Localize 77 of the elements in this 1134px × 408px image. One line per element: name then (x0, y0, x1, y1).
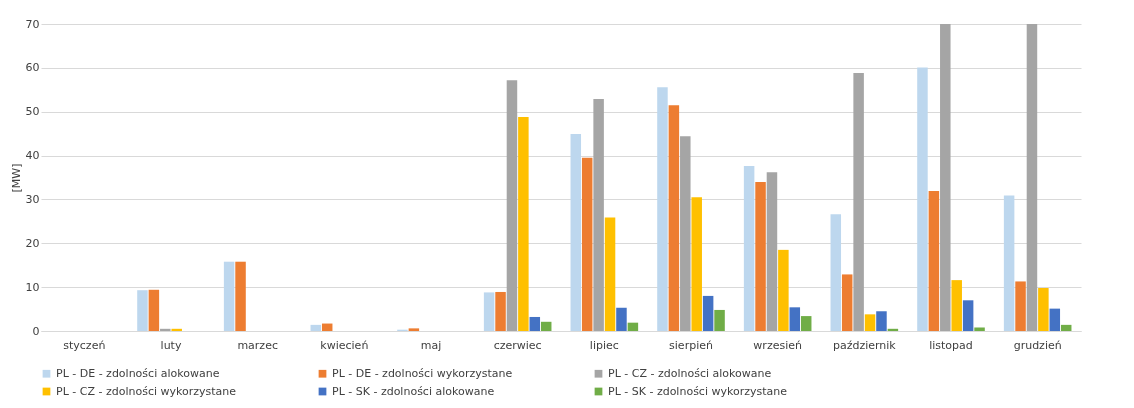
bar (604, 217, 616, 331)
bar (1003, 195, 1015, 331)
bar (506, 80, 518, 331)
x-tick-label: marzec (237, 338, 278, 352)
bar (1038, 288, 1049, 331)
x-tick-label: styczeń (63, 338, 106, 352)
x-tick-label: październik (832, 338, 897, 352)
bar (789, 307, 801, 331)
x-tick-label: kwiecień (320, 338, 369, 352)
bar (137, 290, 148, 331)
bar (1015, 281, 1026, 331)
bar (1060, 324, 1072, 331)
bar (495, 291, 506, 331)
bar (160, 328, 171, 331)
bar (1026, 24, 1038, 331)
bar (148, 289, 160, 331)
x-tick-label: lipiec (589, 338, 619, 352)
x-tick-label: maj (420, 338, 442, 352)
bar (778, 249, 789, 331)
bar (830, 214, 842, 331)
bar (876, 311, 887, 331)
bar (841, 274, 853, 331)
bar (408, 328, 420, 331)
x-tick-label: luty (160, 338, 182, 352)
x-tick-label: wrzesień (753, 338, 802, 352)
bar (755, 181, 766, 331)
y-tick-label: 20 (25, 236, 40, 250)
x-tick-label: grudzień (1013, 338, 1062, 352)
bar (940, 24, 951, 331)
bar (171, 328, 182, 331)
legend-label: PL - SK - zdolności wykorzystane (608, 384, 788, 398)
bar (691, 197, 702, 331)
legend-label: PL - CZ - zdolności alokowane (608, 366, 772, 380)
bar (962, 300, 974, 331)
bar (235, 261, 246, 331)
bar (627, 322, 639, 331)
bar (540, 321, 552, 331)
bar (680, 136, 691, 331)
bar (483, 292, 495, 331)
bar (702, 295, 714, 331)
bar (668, 105, 680, 331)
x-tick-label: listopad (929, 338, 973, 352)
bar (864, 314, 876, 331)
bar (766, 172, 778, 331)
bar (593, 99, 604, 331)
y-tick-label: 40 (25, 149, 40, 163)
legend-label: PL - SK - zdolności alokowane (332, 384, 495, 398)
bar (974, 327, 985, 331)
x-tick-label: sierpień (669, 338, 713, 352)
bar (714, 309, 725, 331)
y-tick-label: 30 (25, 192, 40, 206)
y-tick-label: 60 (25, 61, 40, 75)
bar (951, 280, 962, 331)
x-tick-label: czerwiec (493, 338, 542, 352)
bar (529, 316, 541, 331)
bar (223, 261, 235, 331)
y-tick-label: 70 (25, 17, 40, 31)
bar (1049, 308, 1061, 331)
bar (310, 324, 322, 331)
y-axis-title: [MW] (9, 163, 23, 193)
legend-label: PL - DE - zdolności alokowane (56, 366, 220, 380)
bar (581, 157, 593, 331)
bar (743, 166, 755, 331)
y-tick-label: 50 (25, 105, 40, 119)
bar (321, 323, 333, 331)
bar (570, 134, 582, 331)
bar (518, 116, 529, 331)
bar (928, 191, 940, 331)
bar (616, 307, 627, 331)
bar (800, 316, 812, 331)
bar (917, 67, 928, 331)
bar (853, 73, 864, 331)
bar (657, 87, 668, 331)
legend-label: PL - DE - zdolności wykorzystane (332, 366, 513, 380)
y-tick-label: 10 (25, 280, 40, 294)
legend-label: PL - CZ - zdolności wykorzystane (56, 384, 237, 398)
y-tick-label: 0 (32, 324, 40, 338)
